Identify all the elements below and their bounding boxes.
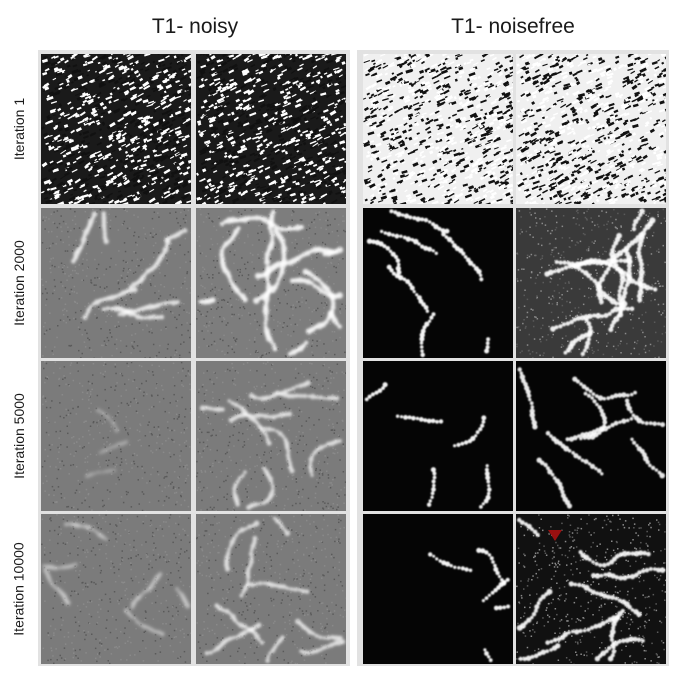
image-iteration-2000-noisy-b xyxy=(196,208,346,358)
image-iteration-2000-noisefree-b xyxy=(516,208,666,358)
row-label-iteration-5000: Iteration 5000 xyxy=(11,392,27,479)
column-title-noisy: T1- noisy xyxy=(151,15,239,38)
image-iteration-5000-noisefree-a xyxy=(363,361,513,511)
image-iteration-1-noisefree-a xyxy=(363,54,513,204)
image-iteration-2000-noisy-a xyxy=(41,208,191,358)
red-arrow-marker-icon xyxy=(548,530,562,541)
row-label-iteration-2000: Iteration 2000 xyxy=(11,239,27,326)
image-iteration-10000-noisefree-b xyxy=(516,514,666,664)
image-iteration-1-noisy-b xyxy=(196,54,346,204)
row-label-iteration-10000: Iteration 10000 xyxy=(11,541,27,636)
image-iteration-1-noisefree-b xyxy=(516,54,666,204)
row-label-iteration-1: Iteration 1 xyxy=(11,97,28,160)
image-iteration-2000-noisefree-a xyxy=(363,208,513,358)
image-iteration-5000-noisefree-b xyxy=(516,361,666,511)
image-iteration-5000-noisy-a xyxy=(41,361,191,511)
image-iteration-1-noisy-a xyxy=(41,54,191,204)
image-iteration-10000-noisefree-a xyxy=(363,514,513,664)
image-iteration-10000-noisy-a xyxy=(41,514,191,664)
column-title-noisefree: T1- noisefree xyxy=(451,15,575,38)
image-iteration-10000-noisy-b xyxy=(196,514,346,664)
image-iteration-5000-noisy-b xyxy=(196,361,346,511)
